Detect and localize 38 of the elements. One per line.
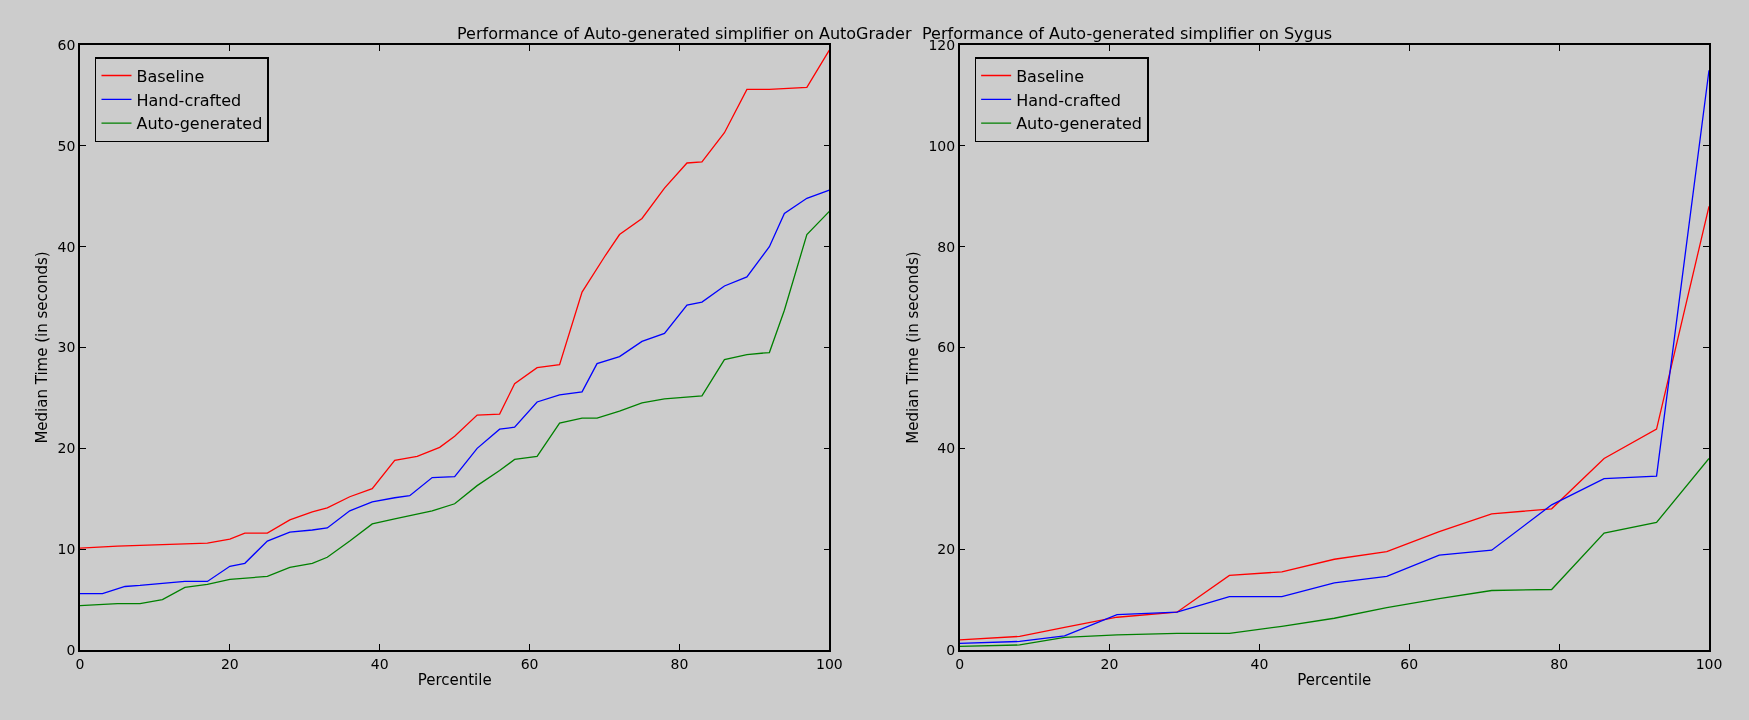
x-tick-label: 60 [520, 655, 539, 672]
y-axis-title: Median Time (in seconds) [904, 251, 923, 444]
legend-label: Hand-crafted [1016, 90, 1121, 110]
legend-label: Baseline [136, 66, 205, 86]
x-tick-label: 40 [1250, 655, 1269, 672]
y-tick-label: 20 [57, 440, 76, 457]
y-tick-label: 60 [57, 36, 76, 53]
x-tick-label: 60 [1400, 655, 1419, 672]
legend-label: Auto-generated [136, 114, 263, 134]
y-tick-label: 0 [66, 641, 76, 658]
y-tick-label: 100 [928, 137, 956, 154]
line-series [80, 49, 830, 549]
y-tick-label: 10 [57, 541, 76, 558]
x-tick-label: 100 [815, 655, 843, 672]
legend-label: Auto-generated [1016, 114, 1143, 134]
line-series [959, 205, 1709, 641]
y-tick-label: 80 [937, 238, 956, 255]
y-tick-label: 60 [937, 339, 956, 356]
x-tick-label: 100 [1695, 655, 1723, 672]
x-tick-label: 20 [220, 655, 239, 672]
x-axis-title: Percentile [417, 671, 492, 690]
legend-label: Hand-crafted [136, 90, 242, 110]
x-tick-label: 80 [1550, 655, 1569, 672]
line-series [959, 69, 1709, 645]
legend-label: Baseline [1016, 66, 1084, 86]
x-tick-label: 40 [370, 655, 389, 672]
y-tick-label: 0 [946, 641, 956, 658]
y-tick-label: 20 [937, 541, 956, 558]
chart-title: Performance of Auto-generated simplifier on AutoGrader [457, 24, 912, 43]
line-series [959, 457, 1709, 648]
y-tick-label: 50 [57, 137, 76, 154]
y-axis-title: Median Time (in seconds) [33, 251, 52, 444]
y-tick-label: 40 [937, 440, 956, 457]
x-tick-label: 20 [1100, 655, 1119, 672]
y-tick-label: 40 [57, 238, 76, 255]
x-tick-label: 80 [670, 655, 689, 672]
y-tick-label: 30 [57, 339, 76, 356]
x-axis-title: Percentile [1297, 671, 1372, 690]
